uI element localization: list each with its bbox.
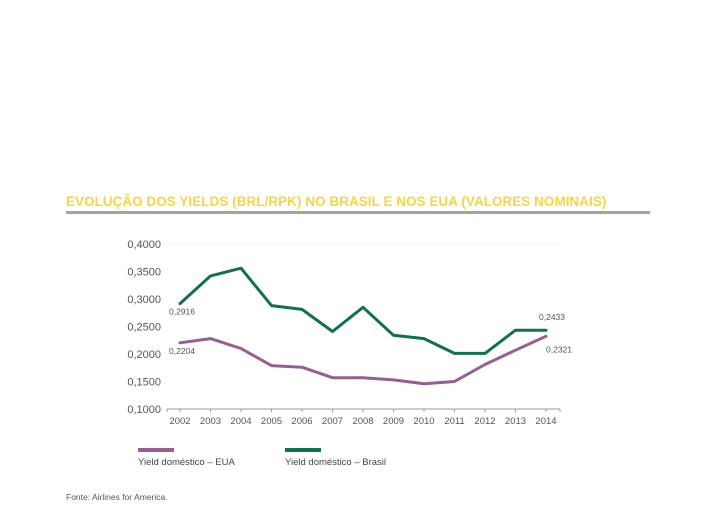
legend-label-eua: Yield doméstico – EUA [138,457,235,468]
x-tick-label: 2014 [535,416,556,427]
title-underline [66,211,650,214]
x-tick-label: 2002 [169,416,190,427]
series-line-brasil [178,266,548,355]
x-tick-label: 2009 [383,416,404,427]
x-tick-label: 2006 [291,416,312,427]
legend-swatch-brasil [285,448,321,452]
x-tick-label: 2012 [474,416,495,427]
y-tick-label: 0,2500 [127,322,161,334]
data-label-eua-start: 0,2204 [169,346,195,356]
legend-label-brasil: Yield doméstico – Brasil [285,457,387,468]
y-tick-label: 0,1000 [127,404,161,416]
x-tick-label: 2013 [505,416,526,427]
x-tick-label: 2008 [352,416,373,427]
x-tick-label: 2011 [444,416,464,427]
x-tick-label: 2003 [200,416,221,427]
data-label-brasil-end: 0,2433 [539,312,565,322]
x-tick-label: 2010 [413,416,434,427]
data-label-brasil-start: 0,2916 [169,307,195,317]
y-tick-label: 0,3000 [127,294,161,306]
chart-title: EVOLUÇÃO DOS YIELDS (BRL/RPK) NO BRASIL … [66,194,607,209]
x-tick-label: 2007 [322,416,343,427]
source-note: Fonte: Airlines for America. [66,492,168,502]
y-tick-label: 0,2000 [127,349,161,361]
y-tick-label: 0,3500 [127,267,161,279]
legend-swatch-eua [138,448,174,452]
y-tick-label: 0,1500 [127,377,161,389]
data-label-eua-end: 0,2321 [546,344,572,354]
x-tick-label: 2005 [261,416,282,427]
y-tick-label: 0,4000 [127,239,161,251]
x-tick-label: 2004 [230,416,251,427]
series-line-eua [178,334,548,386]
